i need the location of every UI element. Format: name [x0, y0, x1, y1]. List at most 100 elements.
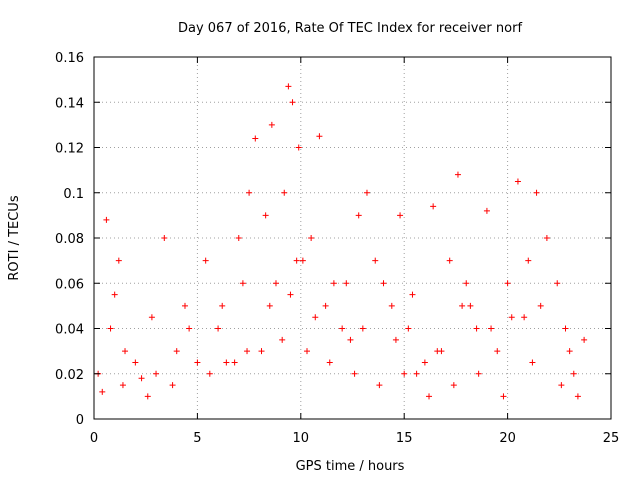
x-tick-label: 0 [90, 431, 98, 446]
data-point [521, 314, 528, 321]
data-point [132, 359, 139, 366]
data-point [446, 257, 453, 264]
data-point [173, 348, 180, 355]
data-point [272, 280, 279, 287]
data-point [372, 257, 379, 264]
data-point [392, 336, 399, 343]
data-point [421, 359, 428, 366]
data-point [330, 280, 337, 287]
y-tick-label: 0.04 [55, 323, 84, 338]
data-point [343, 280, 350, 287]
data-point [186, 325, 193, 332]
data-point [219, 302, 226, 309]
y-tick-label: 0.14 [55, 96, 84, 111]
data-point [380, 280, 387, 287]
data-point [339, 325, 346, 332]
y-tick-label: 0.02 [55, 368, 84, 383]
data-point [111, 291, 118, 298]
y-tick-label: 0 [76, 413, 84, 428]
y-tick-label: 0.12 [55, 142, 84, 157]
plot-frame [93, 56, 612, 420]
x-axis-label: GPS time / hours [296, 459, 405, 474]
data-point [475, 370, 482, 377]
data-point [122, 348, 129, 355]
data-point [450, 382, 457, 389]
data-point [405, 325, 412, 332]
data-point [115, 257, 122, 264]
data-point [500, 393, 507, 400]
data-point [206, 370, 213, 377]
data-point [514, 178, 521, 185]
data-point [566, 348, 573, 355]
y-tick-label: 0.06 [55, 277, 84, 292]
data-point [231, 359, 238, 366]
data-point [252, 135, 259, 142]
data-point [347, 336, 354, 343]
data-point [434, 348, 441, 355]
data-point [235, 235, 242, 241]
data-point [543, 235, 550, 241]
data-point [467, 302, 474, 309]
data-point [363, 189, 370, 196]
data-point [266, 302, 273, 309]
data-point [488, 325, 495, 332]
data-point [308, 235, 315, 241]
data-point [153, 370, 160, 377]
data-point [299, 257, 306, 264]
x-tick-label: 5 [193, 431, 201, 446]
data-point [554, 280, 561, 287]
data-point [355, 212, 362, 219]
data-point [181, 302, 188, 309]
data-point [279, 336, 286, 343]
data-point [574, 393, 581, 400]
data-point [359, 325, 366, 332]
data-point [138, 375, 145, 382]
data-point [148, 314, 155, 321]
data-point [119, 382, 126, 389]
data-point [293, 257, 300, 264]
data-point [322, 302, 329, 309]
data-point [401, 370, 408, 377]
data-point [99, 388, 106, 395]
data-point [533, 189, 540, 196]
data-point [223, 359, 230, 366]
data-point [413, 370, 420, 377]
data-point [285, 83, 292, 90]
data-point [562, 325, 569, 332]
data-point [473, 325, 480, 332]
data-point [107, 325, 114, 332]
data-point [504, 280, 511, 287]
data-point [103, 216, 110, 223]
data-point [268, 121, 275, 128]
data-point [281, 189, 288, 196]
data-point [409, 291, 416, 298]
data-point [144, 393, 151, 400]
data-point [570, 370, 577, 377]
data-point [262, 212, 269, 219]
chart-title: Day 067 of 2016, Rate Of TEC Index for r… [178, 21, 522, 36]
data-point [244, 348, 251, 355]
data-point [202, 257, 209, 264]
data-point [483, 207, 490, 214]
x-tick-label: 20 [499, 431, 516, 446]
y-tick-label: 0.08 [55, 232, 84, 247]
x-tick-label: 15 [396, 431, 413, 446]
data-point [239, 280, 246, 287]
data-point [304, 348, 311, 355]
data-point [494, 348, 501, 355]
data-point [397, 212, 404, 219]
x-tick-label: 25 [603, 431, 620, 446]
data-point [376, 382, 383, 389]
data-point [289, 99, 296, 106]
data-point [194, 359, 201, 366]
data-point [215, 325, 222, 332]
axis-ticks: 0 5 10 15 20 25 0 0.02 0.04 0.06 0.08 0.1 0.12 0.14 0.… [55, 51, 619, 446]
data-point [161, 235, 168, 241]
data-point [463, 280, 470, 287]
grid-lines [94, 57, 611, 419]
data-point [312, 314, 319, 321]
data-point [388, 302, 395, 309]
y-tick-label: 0.1 [63, 187, 84, 202]
y-tick-label: 0.16 [55, 51, 84, 66]
